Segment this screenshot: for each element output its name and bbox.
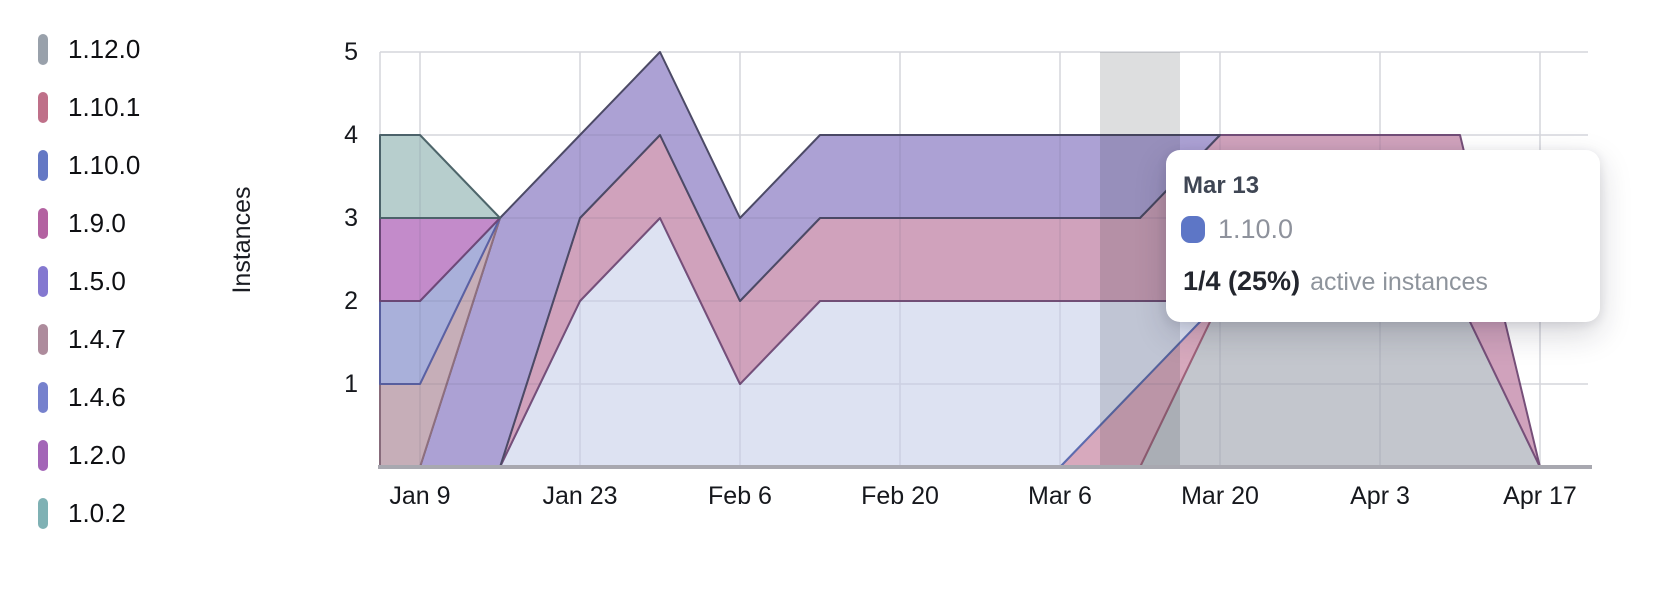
x-tick-label-mar-6: Mar 6 <box>1028 482 1092 510</box>
tooltip-series-label: 1.10.0 <box>1218 214 1294 244</box>
legend-item-1.10.0[interactable]: 1.10.0 <box>38 150 140 181</box>
legend-item-1.4.7[interactable]: 1.4.7 <box>38 324 140 355</box>
area-1.5.0[interactable] <box>419 51 1221 468</box>
legend-label: 1.2.0 <box>68 440 126 470</box>
legend-label: 1.12.0 <box>68 34 141 64</box>
tooltip-value: 1/4 (25%) <box>1183 266 1301 296</box>
legend-label: 1.4.6 <box>68 382 126 412</box>
x-tick-label-jan-9: Jan 9 <box>389 482 450 510</box>
legend-marker-1.10.1 <box>38 92 48 123</box>
x-tick-labels: Jan 9 Jan 23 Feb 6 Feb 20 Mar 6 Mar 20 Apr 3 Ap… <box>389 482 1576 510</box>
legend-label: 1.10.0 <box>68 150 141 180</box>
legend-marker-1.0.2 <box>38 498 48 529</box>
tooltip-note: active instances <box>1310 268 1488 296</box>
x-tick-label-feb-6: Feb 6 <box>708 482 772 510</box>
y-tick-labels: 1 2 3 4 5 <box>344 38 358 398</box>
x-tick-label-jan-23: Jan 23 <box>542 482 617 510</box>
legend-item-1.4.6[interactable]: 1.4.6 <box>38 382 140 413</box>
legend-label: 1.5.0 <box>68 266 126 296</box>
legend-item-1.0.2[interactable]: 1.0.2 <box>38 498 140 529</box>
x-tick-label-mar-20: Mar 20 <box>1181 482 1259 510</box>
legend-item-1.10.1[interactable]: 1.10.1 <box>38 92 140 123</box>
x-tick-label-apr-3: Apr 3 <box>1350 482 1410 510</box>
legend-marker-1.5.0 <box>38 266 48 297</box>
x-tick-label-apr-17: Apr 17 <box>1503 482 1577 510</box>
legend-marker-1.4.6 <box>38 382 48 413</box>
y-tick-label-2: 2 <box>344 287 358 315</box>
version-legend: 1.12.0 1.10.1 1.10.0 1.9.0 1.5.0 1.4.7 1.4.6 1.… <box>38 34 140 556</box>
y-axis-title: Instances <box>228 186 256 293</box>
y-tick-label-5: 5 <box>344 38 358 66</box>
legend-item-1.9.0[interactable]: 1.9.0 <box>38 208 140 239</box>
tooltip-series-row: 1.10.0 <box>1181 214 1293 245</box>
legend-item-1.2.0[interactable]: 1.2.0 <box>38 440 140 471</box>
legend-marker-1.4.7 <box>38 324 48 355</box>
area-1.0.2[interactable] <box>379 134 501 219</box>
chart-tooltip: Mar 13 1.10.0 1/4 (25%) active instances <box>1166 150 1600 322</box>
legend-marker-1.9.0 <box>38 208 48 239</box>
y-tick-label-1: 1 <box>344 370 358 398</box>
legend-label: 1.0.2 <box>68 498 126 528</box>
legend-label: 1.4.7 <box>68 324 126 354</box>
series-color-swatch <box>1181 216 1205 243</box>
legend-marker-1.12.0 <box>38 34 48 65</box>
legend-label: 1.9.0 <box>68 208 126 238</box>
legend-marker-1.2.0 <box>38 440 48 471</box>
x-tick-label-feb-20: Feb 20 <box>861 482 939 510</box>
legend-item-1.5.0[interactable]: 1.5.0 <box>38 266 140 297</box>
y-tick-label-3: 3 <box>344 204 358 232</box>
legend-label: 1.10.1 <box>68 92 141 122</box>
tooltip-date: Mar 13 <box>1183 172 1260 199</box>
tooltip-value-row: 1/4 (25%) active instances <box>1183 266 1488 297</box>
y-tick-label-4: 4 <box>344 121 358 149</box>
x-axis-line <box>378 465 1592 469</box>
legend-marker-1.10.0 <box>38 150 48 181</box>
legend-item-1.12.0[interactable]: 1.12.0 <box>38 34 140 65</box>
